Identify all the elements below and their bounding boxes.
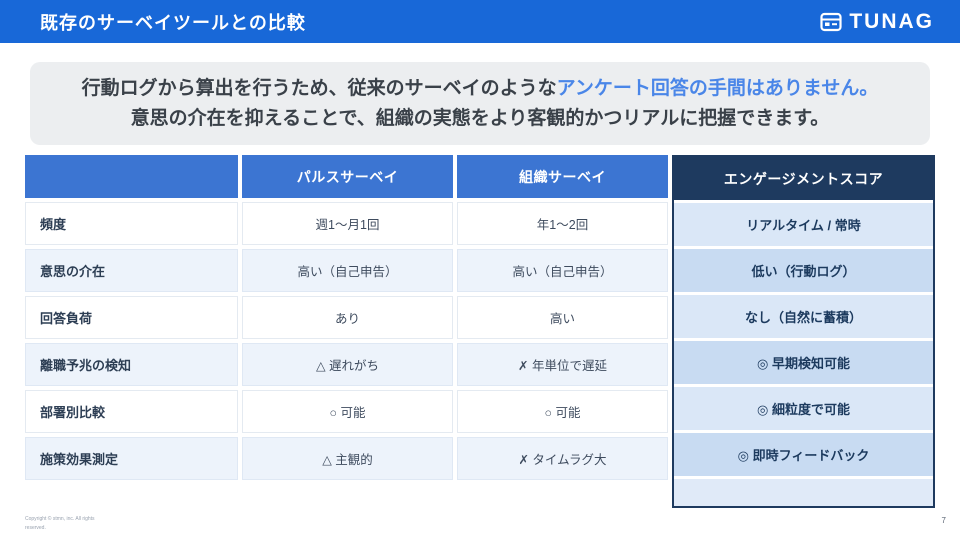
engagement-cell: ◎ 早期検知可能: [674, 341, 933, 384]
column-header-org: 組織サーベイ: [457, 155, 668, 198]
copyright-line-2: reserved.: [25, 524, 46, 531]
intro-line-1: 行動ログから算出を行うため、従来のサーベイのようなアンケート回答の手間はありませ…: [82, 74, 879, 103]
table-cell: 高い（自己申告）: [242, 249, 453, 292]
comparison-table: 頻度 意思の介在 回答負荷 離職予兆の検知 部署別比較 施策効果測定 パルスサー…: [25, 155, 935, 508]
table-cell: ○ 可能: [242, 390, 453, 433]
table-cell: 年1〜2回: [457, 202, 668, 245]
intro-panel: 行動ログから算出を行うため、従来のサーベイのようなアンケート回答の手間はありませ…: [30, 62, 930, 145]
row-label: 頻度: [25, 202, 238, 245]
engagement-extension-cell: [674, 479, 933, 506]
brand-logo: TUNAG: [820, 10, 934, 34]
intro-line-2: 意思の介在を抑えることで、組織の実態をより客観的かつリアルに把握できます。: [130, 107, 830, 129]
engagement-cell: ◎ 即時フィードバック: [674, 433, 933, 476]
column-org-survey: 組織サーベイ 年1〜2回 高い（自己申告） 高い ✗ 年単位で遅延 ○ 可能 ✗…: [457, 155, 668, 480]
table-cell: ○ 可能: [457, 390, 668, 433]
table-cell: ✗ 年単位で遅延: [457, 343, 668, 386]
table-cell: 高い（自己申告）: [457, 249, 668, 292]
row-label: 意思の介在: [25, 249, 238, 292]
page-number: 7: [941, 516, 946, 525]
row-label: 部署別比較: [25, 390, 238, 433]
tunag-logo-icon: [820, 12, 842, 32]
engagement-cell: リアルタイム / 常時: [674, 203, 933, 246]
table-cell: ✗ タイムラグ大: [457, 437, 668, 480]
intro-line-1-normal: 行動ログから算出を行うため、従来のサーベイのような: [81, 78, 557, 100]
copyright-line-1: Copyright © stmn, inc. All rights: [25, 516, 95, 522]
table-cell: あり: [242, 296, 453, 339]
table-cell: 週1〜月1回: [242, 202, 453, 245]
column-pulse-survey: パルスサーベイ 週1〜月1回 高い（自己申告） あり △ 遅れがち ○ 可能 △…: [242, 155, 453, 480]
row-label: 離職予兆の検知: [25, 343, 238, 386]
engagement-cell: ◎ 細粒度で可能: [674, 387, 933, 430]
row-label: 回答負荷: [25, 296, 238, 339]
column-header-engagement: エンゲージメントスコア: [674, 157, 933, 200]
brand-name: TUNAG: [849, 9, 934, 33]
page-title: 既存のサーベイツールとの比較: [40, 12, 306, 33]
table-cell: △ 主観的: [242, 437, 453, 480]
column-row-labels: 頻度 意思の介在 回答負荷 離職予兆の検知 部署別比較 施策効果測定: [25, 155, 238, 480]
engagement-cell: なし（自然に蓄積）: [674, 295, 933, 338]
table-cell: △ 遅れがち: [242, 343, 453, 386]
header-bar: 既存のサーベイツールとの比較 TUNAG: [0, 0, 960, 43]
row-label: 施策効果測定: [25, 437, 238, 480]
column-header-pulse: パルスサーベイ: [242, 155, 453, 198]
column-engagement-score: エンゲージメントスコア リアルタイム / 常時 低い（行動ログ） なし（自然に蓄…: [672, 155, 935, 508]
engagement-cell: 低い（行動ログ）: [674, 249, 933, 292]
copyright-notice: Copyright © stmn, inc. All rights reserv…: [25, 515, 95, 532]
intro-line-1-highlight: アンケート回答の手間はありません。: [556, 78, 879, 100]
table-cell: 高い: [457, 296, 668, 339]
column-header-empty: [25, 155, 238, 198]
